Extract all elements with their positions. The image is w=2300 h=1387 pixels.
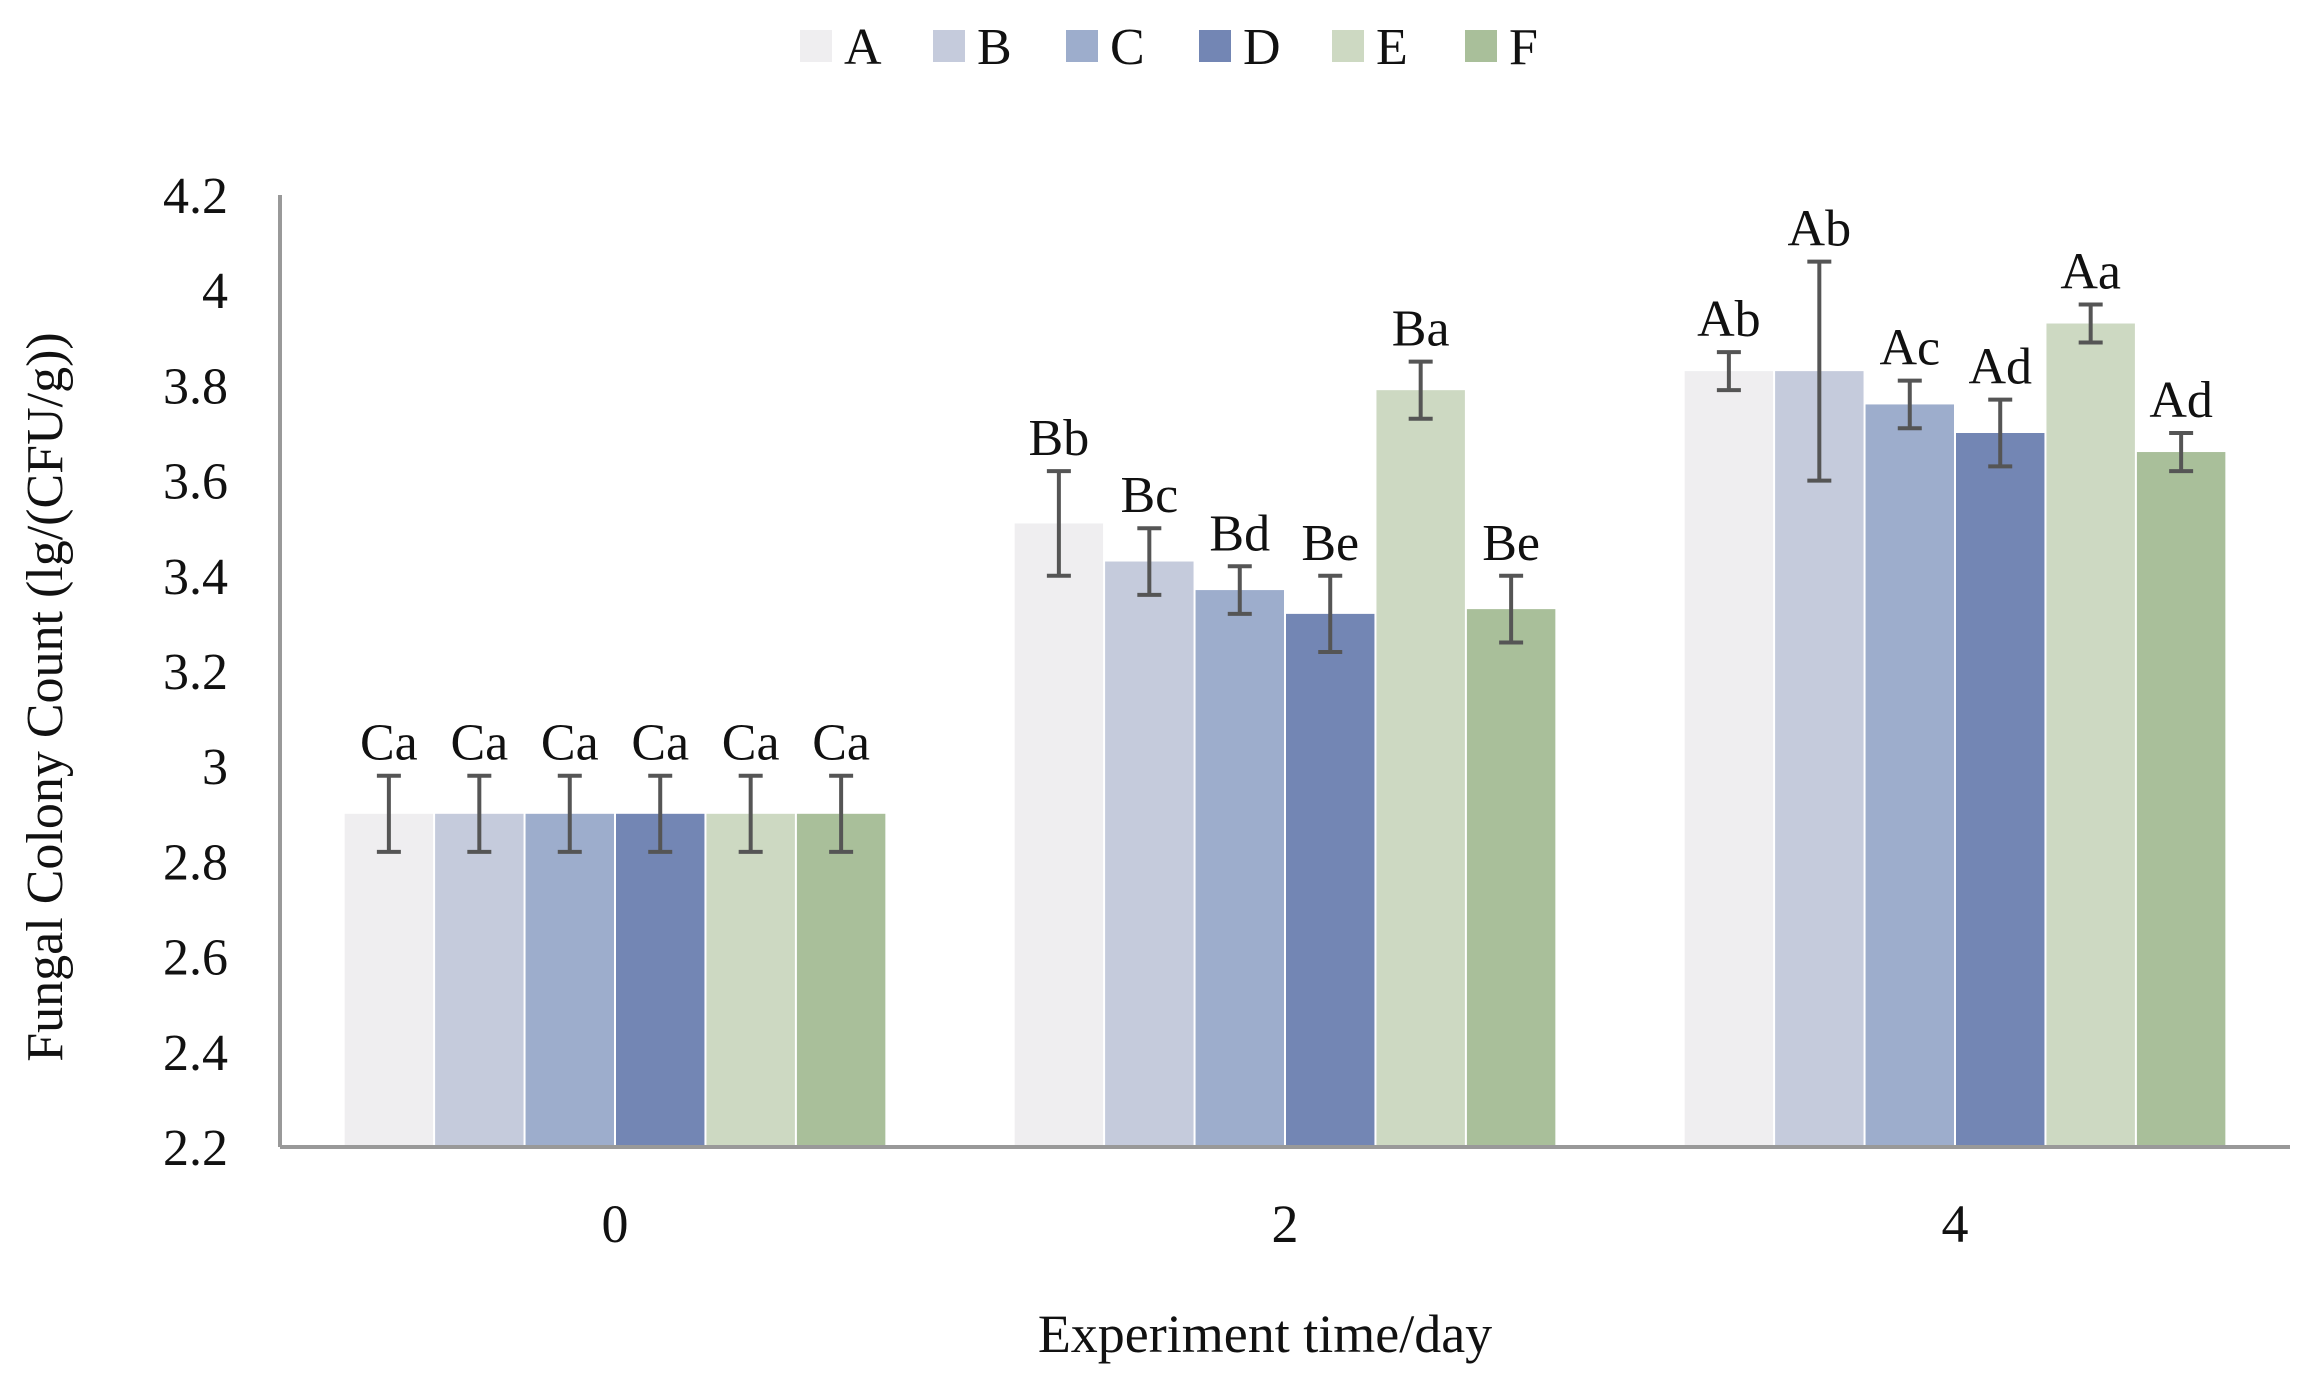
legend-label: B bbox=[977, 19, 1012, 76]
significance-label: Bd bbox=[1209, 505, 1270, 562]
bar bbox=[796, 813, 886, 1147]
x-tick-label: 4 bbox=[1942, 1194, 1969, 1254]
y-axis-ticks: 2.2 2.4 2.6 2.8 3 3.2 3.4 3.6 3.8 4 4.2 bbox=[163, 168, 228, 1177]
bar bbox=[1105, 561, 1194, 1147]
significance-label: Be bbox=[1482, 515, 1540, 572]
bar bbox=[706, 813, 795, 1147]
significance-label: Ca bbox=[722, 715, 780, 772]
legend-swatch bbox=[1332, 30, 1364, 62]
y-tick-label: 2.4 bbox=[163, 1025, 228, 1082]
bar bbox=[1775, 371, 1864, 1147]
bar bbox=[344, 813, 434, 1147]
bar bbox=[1466, 609, 1556, 1147]
legend-label: D bbox=[1243, 19, 1281, 76]
bar bbox=[1956, 433, 2045, 1147]
legend-swatch bbox=[1465, 30, 1497, 62]
bar bbox=[525, 813, 614, 1147]
significance-label: Ca bbox=[631, 715, 689, 772]
significance-label: Ad bbox=[1968, 339, 2032, 396]
y-tick-label: 2.8 bbox=[163, 834, 228, 891]
significance-label: Bb bbox=[1029, 410, 1090, 467]
bar bbox=[616, 813, 705, 1147]
significance-label: Ab bbox=[1697, 291, 1761, 348]
x-axis-ticks: 0 2 4 bbox=[602, 1194, 1969, 1254]
bar bbox=[1376, 390, 1465, 1147]
significance-label: Aa bbox=[2060, 243, 2121, 300]
bar bbox=[1286, 613, 1375, 1147]
significance-label: Ad bbox=[2149, 372, 2213, 429]
significance-label: Ac bbox=[1879, 320, 1940, 377]
y-tick-label: 4 bbox=[202, 263, 228, 320]
bar bbox=[1684, 371, 1774, 1147]
significance-label: Be bbox=[1301, 515, 1359, 572]
y-tick-label: 2.6 bbox=[163, 930, 228, 987]
bar bbox=[1865, 404, 1954, 1147]
y-tick-label: 3 bbox=[202, 739, 228, 796]
y-tick-label: 2.2 bbox=[163, 1120, 228, 1177]
bar bbox=[2046, 323, 2135, 1147]
significance-label: Ca bbox=[812, 715, 870, 772]
significance-label: Ca bbox=[360, 715, 418, 772]
y-axis-title: Fungal Colony Count (lg/(CFU/g)) bbox=[17, 332, 74, 1061]
significance-label: Ba bbox=[1392, 301, 1450, 358]
significance-label: Bc bbox=[1120, 467, 1178, 524]
x-tick-label: 2 bbox=[1272, 1194, 1299, 1254]
x-axis-title: Experiment time/day bbox=[1038, 1304, 1492, 1364]
bar-series bbox=[344, 323, 2226, 1147]
legend-label: E bbox=[1376, 19, 1408, 76]
legend-swatch bbox=[800, 30, 832, 62]
legend-swatch bbox=[1199, 30, 1231, 62]
legend-label: A bbox=[844, 19, 882, 76]
bar bbox=[435, 813, 524, 1147]
y-tick-label: 3.8 bbox=[163, 358, 228, 415]
y-tick-label: 3.2 bbox=[163, 644, 228, 701]
significance-label: Ca bbox=[450, 715, 508, 772]
y-axis-title-group: Fungal Colony Count (lg/(CFU/g)) bbox=[17, 332, 74, 1061]
legend-label: C bbox=[1110, 19, 1145, 76]
y-tick-label: 3.4 bbox=[163, 549, 228, 606]
significance-label: Ab bbox=[1788, 201, 1852, 258]
bar bbox=[1014, 523, 1104, 1147]
legend-swatch bbox=[933, 30, 965, 62]
legend-label: F bbox=[1509, 19, 1538, 76]
y-tick-label: 3.6 bbox=[163, 454, 228, 511]
error-bars bbox=[376, 259, 2194, 854]
legend: A B C D E F bbox=[800, 19, 1538, 76]
significance-labels: Ca Ca Ca Ca Ca Ca Bb Bc Bd Be Ba Be Ab Ab Ac Ad Aa Ad bbox=[360, 201, 2213, 772]
bar bbox=[1195, 590, 1284, 1147]
x-tick-label: 0 bbox=[602, 1194, 629, 1254]
legend-swatch bbox=[1066, 30, 1098, 62]
bar bbox=[2136, 452, 2226, 1147]
significance-label: Ca bbox=[541, 715, 599, 772]
y-tick-label: 4.2 bbox=[163, 168, 228, 225]
